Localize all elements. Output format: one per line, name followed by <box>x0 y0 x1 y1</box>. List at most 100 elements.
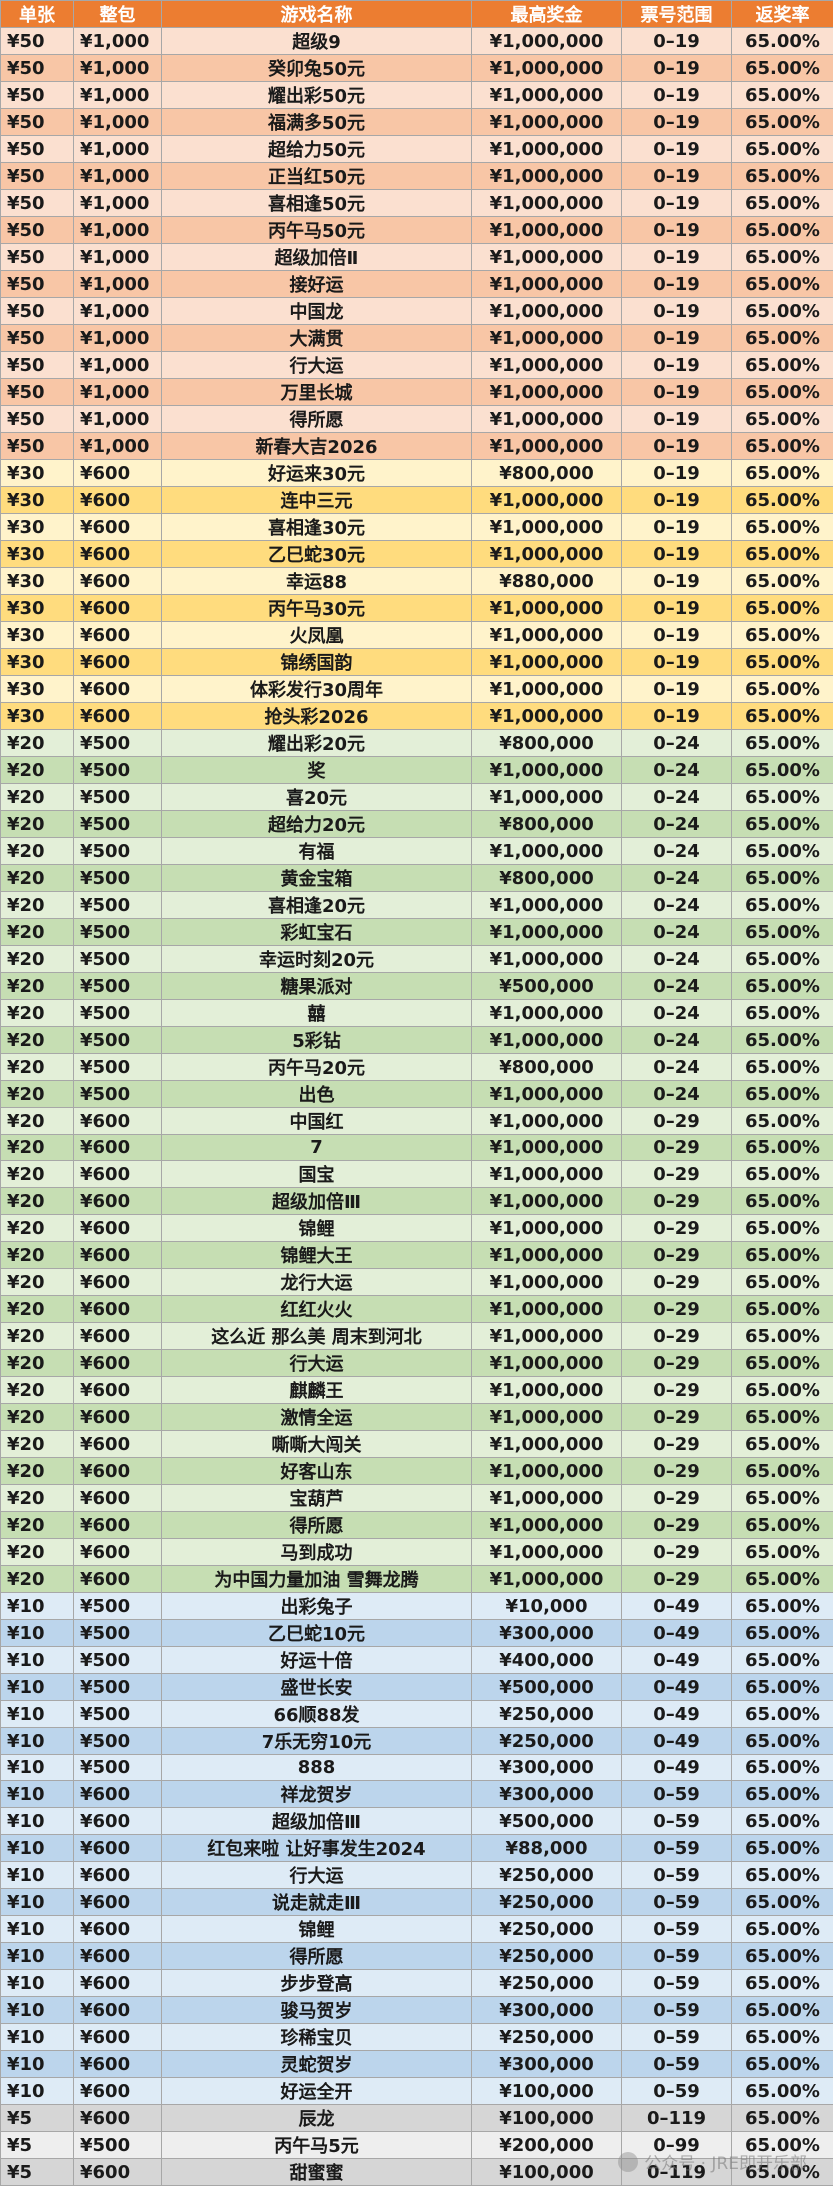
cell-unit-price: ¥20 <box>0 1511 74 1539</box>
cell-pack-price: ¥600 <box>73 1888 162 1916</box>
cell-ticket-range: 0–49 <box>621 1646 732 1674</box>
table-row: ¥50 ¥1,000 行大运 ¥1,000,000 0–19 65.00% <box>0 351 833 379</box>
cell-payout-rate: 65.00% <box>731 1511 833 1539</box>
cell-payout-rate: 65.00% <box>731 1646 833 1674</box>
cell-ticket-range: 0–24 <box>621 945 732 973</box>
cell-top-prize: ¥1,000,000 <box>471 27 622 55</box>
cell-payout-rate: 65.00% <box>731 189 833 217</box>
cell-top-prize: ¥1,000,000 <box>471 513 622 541</box>
cell-game-name: 丙午马5元 <box>161 2131 472 2159</box>
cell-payout-rate: 65.00% <box>731 1754 833 1781</box>
cell-ticket-range: 0–49 <box>621 1619 732 1647</box>
cell-pack-price: ¥500 <box>73 918 162 946</box>
cell-game-name: 锦鲤 <box>161 1214 472 1242</box>
cell-payout-rate: 65.00% <box>731 810 833 838</box>
cell-payout-rate: 65.00% <box>731 1349 833 1377</box>
cell-ticket-range: 0–24 <box>621 729 732 757</box>
cell-pack-price: ¥600 <box>73 1376 162 1404</box>
cell-payout-rate: 65.00% <box>731 81 833 109</box>
cell-ticket-range: 0–24 <box>621 918 732 946</box>
cell-pack-price: ¥500 <box>73 1700 162 1728</box>
cell-unit-price: ¥20 <box>0 1484 74 1512</box>
cell-top-prize: ¥1,000,000 <box>471 1430 622 1458</box>
table-row: ¥30 ¥600 幸运88 ¥880,000 0–19 65.00% <box>0 567 833 595</box>
cell-unit-price: ¥20 <box>0 945 74 973</box>
table-row: ¥20 ¥600 激情全运 ¥1,000,000 0–29 65.00% <box>0 1403 833 1431</box>
cell-ticket-range: 0–49 <box>621 1673 732 1701</box>
cell-unit-price: ¥20 <box>0 1538 74 1566</box>
cell-top-prize: ¥250,000 <box>471 1861 622 1889</box>
cell-unit-price: ¥20 <box>0 756 74 784</box>
table-row: ¥20 ¥500 囍 ¥1,000,000 0–24 65.00% <box>0 999 833 1027</box>
table-row: ¥50 ¥1,000 新春大吉2026 ¥1,000,000 0–19 65.00% <box>0 432 833 460</box>
cell-unit-price: ¥20 <box>0 1107 74 1135</box>
table-row: ¥50 ¥1,000 癸卯兔50元 ¥1,000,000 0–19 65.00% <box>0 54 833 82</box>
cell-ticket-range: 0–19 <box>621 270 732 298</box>
table-row: ¥20 ¥600 为中国力量加油 雪舞龙腾 ¥1,000,000 0–29 65.00% <box>0 1565 833 1593</box>
cell-ticket-range: 0–29 <box>621 1457 732 1485</box>
cell-game-name: 锦鲤 <box>161 1915 472 1943</box>
cell-game-name: 接好运 <box>161 270 472 298</box>
cell-payout-rate: 65.00% <box>731 378 833 406</box>
cell-pack-price: ¥1,000 <box>73 297 162 325</box>
cell-ticket-range: 0–19 <box>621 27 732 55</box>
cell-payout-rate: 65.00% <box>731 783 833 811</box>
cell-payout-rate: 65.00% <box>731 324 833 352</box>
cell-pack-price: ¥500 <box>73 1646 162 1674</box>
cell-unit-price: ¥20 <box>0 1214 74 1242</box>
table-row: ¥20 ¥600 龙行大运 ¥1,000,000 0–29 65.00% <box>0 1268 833 1296</box>
cell-pack-price: ¥500 <box>73 1080 162 1108</box>
cell-ticket-range: 0–19 <box>621 621 732 649</box>
cell-game-name: 灵蛇贺岁 <box>161 2050 472 2078</box>
table-row: ¥20 ¥600 超级加倍Ⅲ ¥1,000,000 0–29 65.00% <box>0 1187 833 1215</box>
cell-pack-price: ¥500 <box>73 999 162 1027</box>
cell-ticket-range: 0–49 <box>621 1754 732 1781</box>
cell-unit-price: ¥30 <box>0 567 74 595</box>
cell-top-prize: ¥1,000,000 <box>471 891 622 919</box>
cell-ticket-range: 0–24 <box>621 810 732 838</box>
cell-ticket-range: 0–49 <box>621 1592 732 1620</box>
cell-game-name: 祥龙贺岁 <box>161 1780 472 1808</box>
table-row: ¥50 ¥1,000 万里长城 ¥1,000,000 0–19 65.00% <box>0 378 833 406</box>
table-row: ¥5 ¥600 辰龙 ¥100,000 0–119 65.00% <box>0 2104 833 2132</box>
cell-payout-rate: 65.00% <box>731 1942 833 1970</box>
cell-unit-price: ¥20 <box>0 1349 74 1377</box>
cell-pack-price: ¥600 <box>73 1134 162 1161</box>
table-row: ¥50 ¥1,000 正当红50元 ¥1,000,000 0–19 65.00% <box>0 162 833 190</box>
table-row: ¥30 ¥600 好运来30元 ¥800,000 0–19 65.00% <box>0 459 833 487</box>
table-row: ¥10 ¥500 好运十倍 ¥400,000 0–49 65.00% <box>0 1646 833 1674</box>
cell-payout-rate: 65.00% <box>731 999 833 1027</box>
cell-payout-rate: 65.00% <box>731 1915 833 1943</box>
cell-unit-price: ¥20 <box>0 999 74 1027</box>
cell-game-name: 中国红 <box>161 1107 472 1135</box>
header-unit-price: 单张 <box>0 0 74 28</box>
cell-game-name: 幸运时刻20元 <box>161 945 472 973</box>
table-row: ¥20 ¥500 出色 ¥1,000,000 0–24 65.00% <box>0 1080 833 1108</box>
cell-payout-rate: 65.00% <box>731 1430 833 1458</box>
header-top-prize: 最高奖金 <box>471 0 622 28</box>
cell-top-prize: ¥1,000,000 <box>471 1349 622 1377</box>
cell-top-prize: ¥500,000 <box>471 972 622 1000</box>
cell-ticket-range: 0–19 <box>621 378 732 406</box>
cell-game-name: 嘶嘶大闯关 <box>161 1430 472 1458</box>
cell-ticket-range: 0–29 <box>621 1565 732 1593</box>
cell-pack-price: ¥500 <box>73 945 162 973</box>
cell-game-name: 耀出彩20元 <box>161 729 472 757</box>
cell-game-name: 奖 <box>161 756 472 784</box>
cell-unit-price: ¥20 <box>0 1160 74 1188</box>
cell-pack-price: ¥500 <box>73 1727 162 1755</box>
cell-top-prize: ¥1,000,000 <box>471 243 622 271</box>
cell-payout-rate: 65.00% <box>731 2158 833 2186</box>
cell-top-prize: ¥300,000 <box>471 1780 622 1808</box>
cell-unit-price: ¥10 <box>0 1834 74 1862</box>
cell-payout-rate: 65.00% <box>731 1322 833 1350</box>
table-body: ¥50 ¥1,000 超级9 ¥1,000,000 0–19 65.00% ¥50 ¥1,00… <box>0 27 833 2186</box>
cell-pack-price: ¥600 <box>73 2023 162 2051</box>
cell-unit-price: ¥50 <box>0 351 74 379</box>
table-row: ¥10 ¥600 步步登高 ¥250,000 0–59 65.00% <box>0 1969 833 1997</box>
cell-pack-price: ¥500 <box>73 783 162 811</box>
cell-unit-price: ¥5 <box>0 2158 74 2186</box>
cell-top-prize: ¥250,000 <box>471 1700 622 1728</box>
cell-pack-price: ¥600 <box>73 1511 162 1539</box>
cell-unit-price: ¥10 <box>0 1754 74 1781</box>
